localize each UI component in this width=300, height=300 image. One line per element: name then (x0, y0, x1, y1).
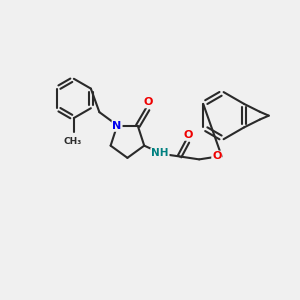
Text: O: O (212, 152, 221, 161)
Text: NH: NH (151, 148, 169, 158)
Text: O: O (144, 97, 153, 107)
Text: N: N (112, 121, 122, 131)
Text: O: O (184, 130, 193, 140)
Text: CH₃: CH₃ (64, 137, 82, 146)
